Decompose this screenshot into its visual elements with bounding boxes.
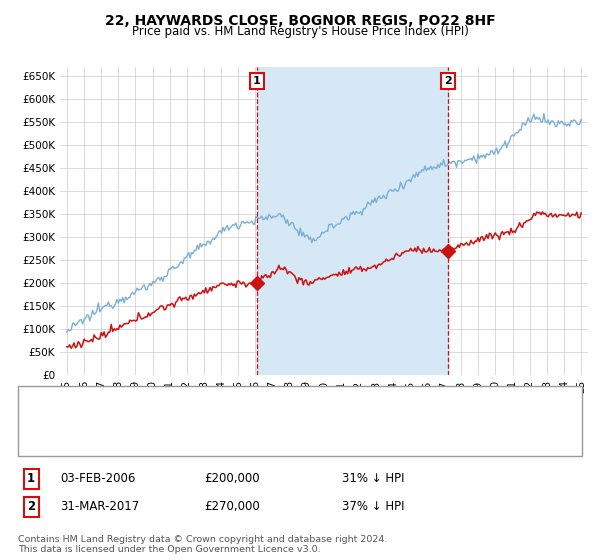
Text: 1: 1	[253, 76, 260, 86]
Text: Contains HM Land Registry data © Crown copyright and database right 2024.
This d: Contains HM Land Registry data © Crown c…	[18, 535, 388, 554]
Text: 22, HAYWARDS CLOSE, BOGNOR REGIS, PO22 8HF (detached house): 22, HAYWARDS CLOSE, BOGNOR REGIS, PO22 8…	[57, 401, 432, 411]
Text: 31% ↓ HPI: 31% ↓ HPI	[342, 472, 404, 486]
Text: 03-FEB-2006: 03-FEB-2006	[60, 472, 136, 486]
Text: 2: 2	[27, 500, 35, 514]
Text: 22, HAYWARDS CLOSE, BOGNOR REGIS, PO22 8HF: 22, HAYWARDS CLOSE, BOGNOR REGIS, PO22 8…	[104, 14, 496, 28]
Text: Price paid vs. HM Land Registry's House Price Index (HPI): Price paid vs. HM Land Registry's House …	[131, 25, 469, 38]
Text: 37% ↓ HPI: 37% ↓ HPI	[342, 500, 404, 514]
Text: 31-MAR-2017: 31-MAR-2017	[60, 500, 139, 514]
Text: HPI: Average price, detached house, Arun: HPI: Average price, detached house, Arun	[57, 432, 285, 442]
Text: 1: 1	[27, 472, 35, 486]
Text: 2: 2	[445, 76, 452, 86]
Text: —: —	[33, 397, 51, 415]
Bar	[257, 67, 448, 375]
Text: £200,000: £200,000	[204, 472, 260, 486]
Text: £270,000: £270,000	[204, 500, 260, 514]
Text: —: —	[33, 428, 51, 446]
